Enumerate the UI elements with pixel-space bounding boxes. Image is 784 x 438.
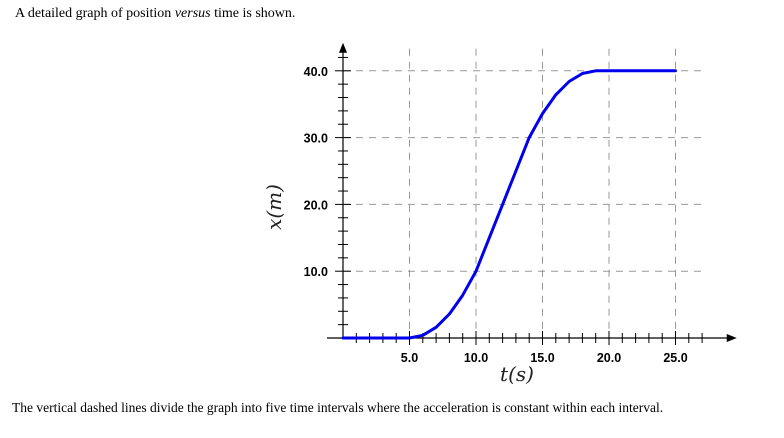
axes: [327, 42, 737, 345]
x-axis-label: t(s): [500, 362, 534, 386]
tick-labels: 5.0 10.0 15.0 20.0 25.0 10.0 20.0 30.0 40.0: [304, 65, 688, 365]
y-tick-label: 20.0: [304, 198, 328, 212]
intro-text-emphasis: versus: [174, 6, 211, 21]
x-tick-label: 20.0: [597, 351, 621, 365]
x-axis-arrow: [726, 334, 737, 342]
x-tick-label: 5.0: [401, 351, 418, 365]
caption-text: The vertical dashed lines divide the gra…: [12, 400, 664, 415]
y-tick-label: 30.0: [304, 132, 328, 146]
position-curve-1: [341, 69, 677, 340]
y-axis-label: x(m): [262, 184, 286, 230]
grid-lines: [343, 48, 703, 338]
y-axis-arrow: [339, 42, 347, 53]
y-tick-label: 40.0: [304, 65, 328, 79]
x-tick-label: 25.0: [663, 351, 687, 365]
intro-text: A detailed graph of position versus time…: [15, 6, 295, 22]
series-layer: [341, 69, 677, 340]
intro-text-end: time is shown.: [210, 6, 296, 21]
x-tick-label: 15.0: [530, 351, 554, 365]
x-tick-label: 10.0: [464, 351, 488, 365]
y-tick-label: 10.0: [304, 265, 328, 279]
intro-text-start: A detailed graph of position: [15, 6, 175, 21]
